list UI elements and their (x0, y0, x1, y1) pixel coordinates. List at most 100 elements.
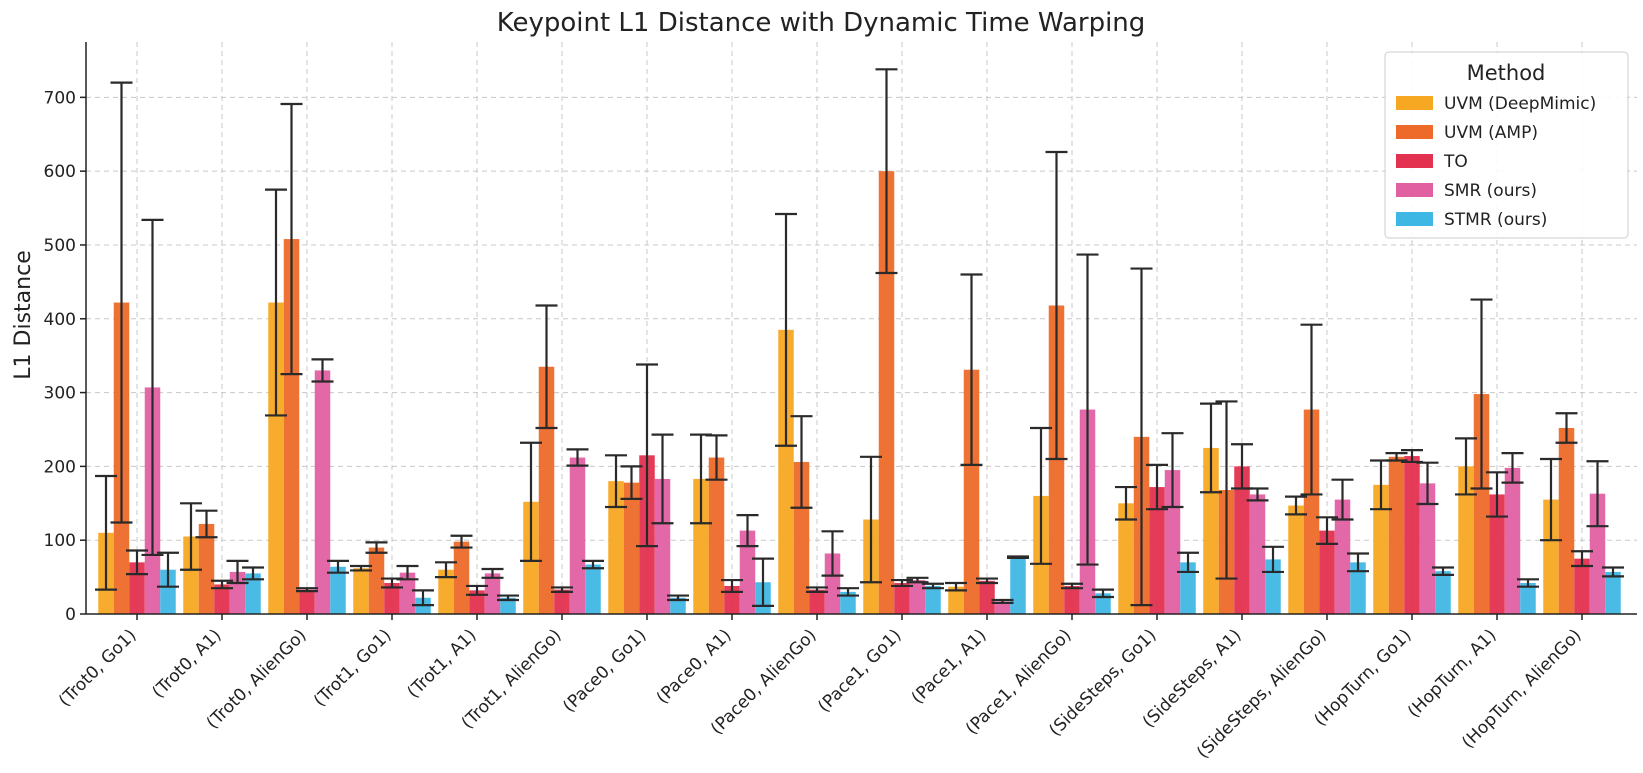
bar (1419, 483, 1436, 614)
bar (1373, 484, 1389, 614)
legend-label: STMR (ours) (1444, 210, 1547, 230)
y-tick-label: 600 (44, 162, 76, 182)
legend-items: UVM (DeepMimic) UVM (AMP) TO SMR (ours) STMR… (1396, 94, 1596, 230)
bar (809, 589, 825, 614)
bar (1589, 493, 1606, 614)
bar (214, 584, 230, 614)
bar (994, 601, 1011, 614)
bar (268, 302, 284, 614)
bar (1265, 559, 1281, 614)
legend-swatch (1396, 154, 1433, 168)
bar (840, 591, 856, 614)
bar (925, 585, 941, 614)
bar (183, 536, 199, 614)
chart-title: Keypoint L1 Distance with Dynamic Time W… (497, 8, 1146, 38)
bar (1520, 583, 1536, 614)
x-tick-label: (Pace0, A1) (653, 625, 736, 708)
bar (793, 461, 810, 614)
bar (1489, 494, 1505, 614)
bar (160, 569, 176, 614)
x-tick-label: (Pace1, Go1) (814, 625, 905, 716)
bar (1249, 494, 1266, 614)
bar (724, 585, 740, 614)
x-tick-label: (Trot0, Go1) (55, 625, 140, 710)
x-ticks: (Trot0, Go1) (Trot0, A1)(Trot0, AlienGo)(… (55, 614, 1586, 763)
legend-label: UVM (AMP) (1444, 123, 1538, 143)
bar (1095, 593, 1111, 614)
bar (1234, 466, 1250, 614)
bar (979, 580, 995, 614)
bar (1118, 503, 1134, 614)
bar (1574, 558, 1590, 614)
bar (1064, 585, 1080, 614)
legend-title: Method (1467, 61, 1546, 85)
legend-label: TO (1443, 152, 1468, 172)
bar (948, 586, 964, 614)
bar (353, 568, 369, 614)
y-tick-label: 700 (44, 88, 76, 108)
legend-swatch (1396, 183, 1433, 197)
legend-swatch (1396, 212, 1433, 226)
bar (693, 478, 709, 614)
bar (453, 541, 470, 614)
y-tick-label: 100 (44, 531, 76, 551)
bar (1404, 456, 1420, 614)
bar (1458, 466, 1474, 614)
bar (368, 547, 385, 614)
bar (623, 482, 640, 614)
legend-box (1384, 51, 1629, 239)
y-tick-label: 200 (44, 457, 76, 477)
bar (824, 553, 841, 614)
y-tick-label: 0 (65, 605, 76, 625)
bar (469, 590, 485, 614)
bar (484, 573, 501, 614)
bar (1180, 562, 1196, 614)
bar (1010, 557, 1026, 614)
x-tick-label: (Trot1, Go1) (310, 625, 395, 710)
legend-swatch (1396, 125, 1433, 139)
bar (1203, 447, 1219, 614)
x-tick-label: (HopTurn, A1) (1404, 625, 1501, 722)
bar (1303, 409, 1320, 614)
bar (569, 457, 586, 614)
x-tick-label: (Trot0, A1) (149, 625, 226, 702)
y-tick-label: 500 (44, 236, 76, 256)
bar (283, 239, 300, 614)
bar (1605, 571, 1621, 614)
bar (909, 580, 926, 614)
bar (245, 573, 261, 614)
legend: Method UVM (DeepMimic) UVM (AMP) TO SMR (ou… (1384, 51, 1629, 239)
bar (399, 572, 416, 614)
bar (1558, 428, 1575, 614)
axes (85, 42, 1637, 615)
bar (1350, 562, 1366, 614)
error-bars (95, 68, 1624, 607)
legend-label: UVM (DeepMimic) (1444, 94, 1596, 114)
legend-label: SMR (ours) (1444, 181, 1537, 201)
bar (963, 369, 980, 614)
y-ticks: 0 100 200 300 400 500 600 700 (44, 88, 86, 625)
y-tick-label: 300 (44, 384, 76, 404)
bar (778, 329, 794, 614)
bar (654, 478, 671, 614)
bar (1504, 467, 1521, 614)
bar (894, 583, 910, 614)
bar (129, 562, 145, 614)
y-tick-label: 400 (44, 310, 76, 330)
bar (314, 370, 331, 614)
bar (1473, 394, 1490, 614)
bar (299, 589, 315, 614)
bar (330, 566, 346, 614)
bar (739, 530, 756, 614)
bar (384, 583, 400, 614)
bar (1388, 456, 1405, 614)
bar (198, 523, 215, 614)
bar (878, 171, 895, 614)
bar (1149, 487, 1165, 614)
grid (86, 42, 1637, 614)
bar (438, 569, 454, 614)
bar (1334, 499, 1351, 614)
x-tick-label: (Pace1, A1) (908, 625, 991, 708)
bar (1543, 499, 1559, 614)
y-axis-label: L1 Distance (11, 250, 36, 379)
